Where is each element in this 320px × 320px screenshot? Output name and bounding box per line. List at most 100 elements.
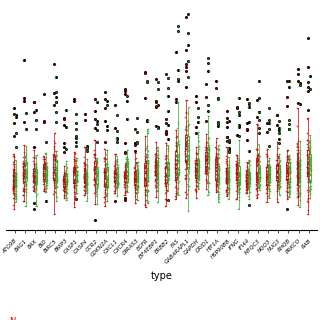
Point	[155, 180, 160, 185]
Point	[236, 175, 242, 180]
Point	[294, 142, 299, 147]
Point	[64, 189, 69, 194]
Point	[154, 176, 159, 181]
Point	[195, 159, 200, 164]
Point	[164, 170, 170, 175]
Point	[225, 193, 230, 198]
Point	[142, 165, 148, 170]
Point	[144, 159, 149, 164]
Point	[10, 154, 15, 159]
Point	[234, 152, 239, 157]
Point	[235, 161, 240, 166]
Point	[173, 161, 179, 166]
Point	[143, 147, 148, 152]
Point	[114, 112, 119, 117]
Point	[234, 179, 239, 184]
Point	[44, 177, 49, 182]
Point	[164, 159, 170, 164]
Point	[32, 163, 37, 168]
Point	[82, 188, 87, 193]
Point	[44, 172, 49, 177]
Point	[223, 171, 228, 176]
Point	[216, 185, 221, 190]
Point	[244, 187, 249, 192]
Point	[145, 162, 150, 167]
Point	[245, 168, 250, 173]
Point	[144, 171, 149, 176]
Point	[164, 164, 169, 169]
Point	[52, 183, 58, 188]
Point	[135, 163, 140, 168]
Point	[175, 191, 180, 196]
Point	[264, 180, 269, 185]
Point	[83, 166, 88, 171]
Point	[174, 133, 179, 138]
Point	[286, 170, 291, 175]
Point	[103, 170, 108, 175]
Point	[124, 180, 130, 186]
Point	[296, 194, 301, 199]
Point	[133, 143, 138, 148]
Point	[163, 169, 168, 174]
Point	[183, 161, 188, 166]
Point	[24, 186, 29, 191]
Point	[276, 182, 282, 187]
Point	[213, 185, 219, 190]
Point	[134, 160, 140, 165]
Point	[104, 173, 109, 179]
Point	[205, 159, 210, 164]
Point	[163, 172, 168, 178]
Point	[10, 152, 15, 157]
Point	[92, 171, 98, 176]
Point	[144, 144, 149, 149]
Point	[132, 185, 137, 190]
Point	[307, 167, 312, 172]
Point	[64, 187, 69, 192]
Point	[44, 171, 49, 176]
Point	[142, 166, 147, 171]
Point	[102, 188, 108, 193]
Point	[257, 169, 262, 174]
Point	[257, 185, 262, 190]
Point	[115, 159, 120, 164]
Point	[92, 166, 97, 171]
Point	[194, 165, 199, 171]
Point	[74, 180, 79, 185]
Point	[275, 169, 280, 174]
Point	[74, 169, 79, 174]
Point	[267, 178, 272, 183]
Point	[83, 184, 88, 189]
Point	[246, 168, 251, 173]
Point	[204, 157, 210, 162]
Point	[102, 167, 107, 172]
Point	[155, 200, 160, 205]
Point	[245, 183, 250, 188]
Point	[287, 189, 292, 194]
Point	[104, 174, 109, 180]
Point	[71, 185, 76, 190]
Point	[166, 168, 171, 173]
Point	[133, 150, 138, 156]
Point	[164, 169, 170, 174]
Point	[74, 179, 79, 184]
Point	[307, 172, 312, 178]
Point	[164, 172, 169, 178]
Point	[214, 78, 219, 83]
Point	[236, 180, 242, 185]
Point	[246, 169, 252, 174]
Point	[124, 158, 129, 164]
Point	[155, 156, 160, 161]
Point	[42, 161, 47, 166]
Point	[125, 160, 131, 165]
Point	[42, 165, 47, 171]
Point	[33, 201, 38, 206]
Point	[176, 172, 181, 177]
Point	[213, 165, 218, 171]
Point	[175, 180, 180, 185]
Point	[10, 177, 15, 182]
Point	[51, 168, 56, 173]
Point	[92, 166, 98, 172]
Point	[175, 166, 180, 172]
Point	[115, 163, 120, 168]
Point	[115, 174, 120, 179]
